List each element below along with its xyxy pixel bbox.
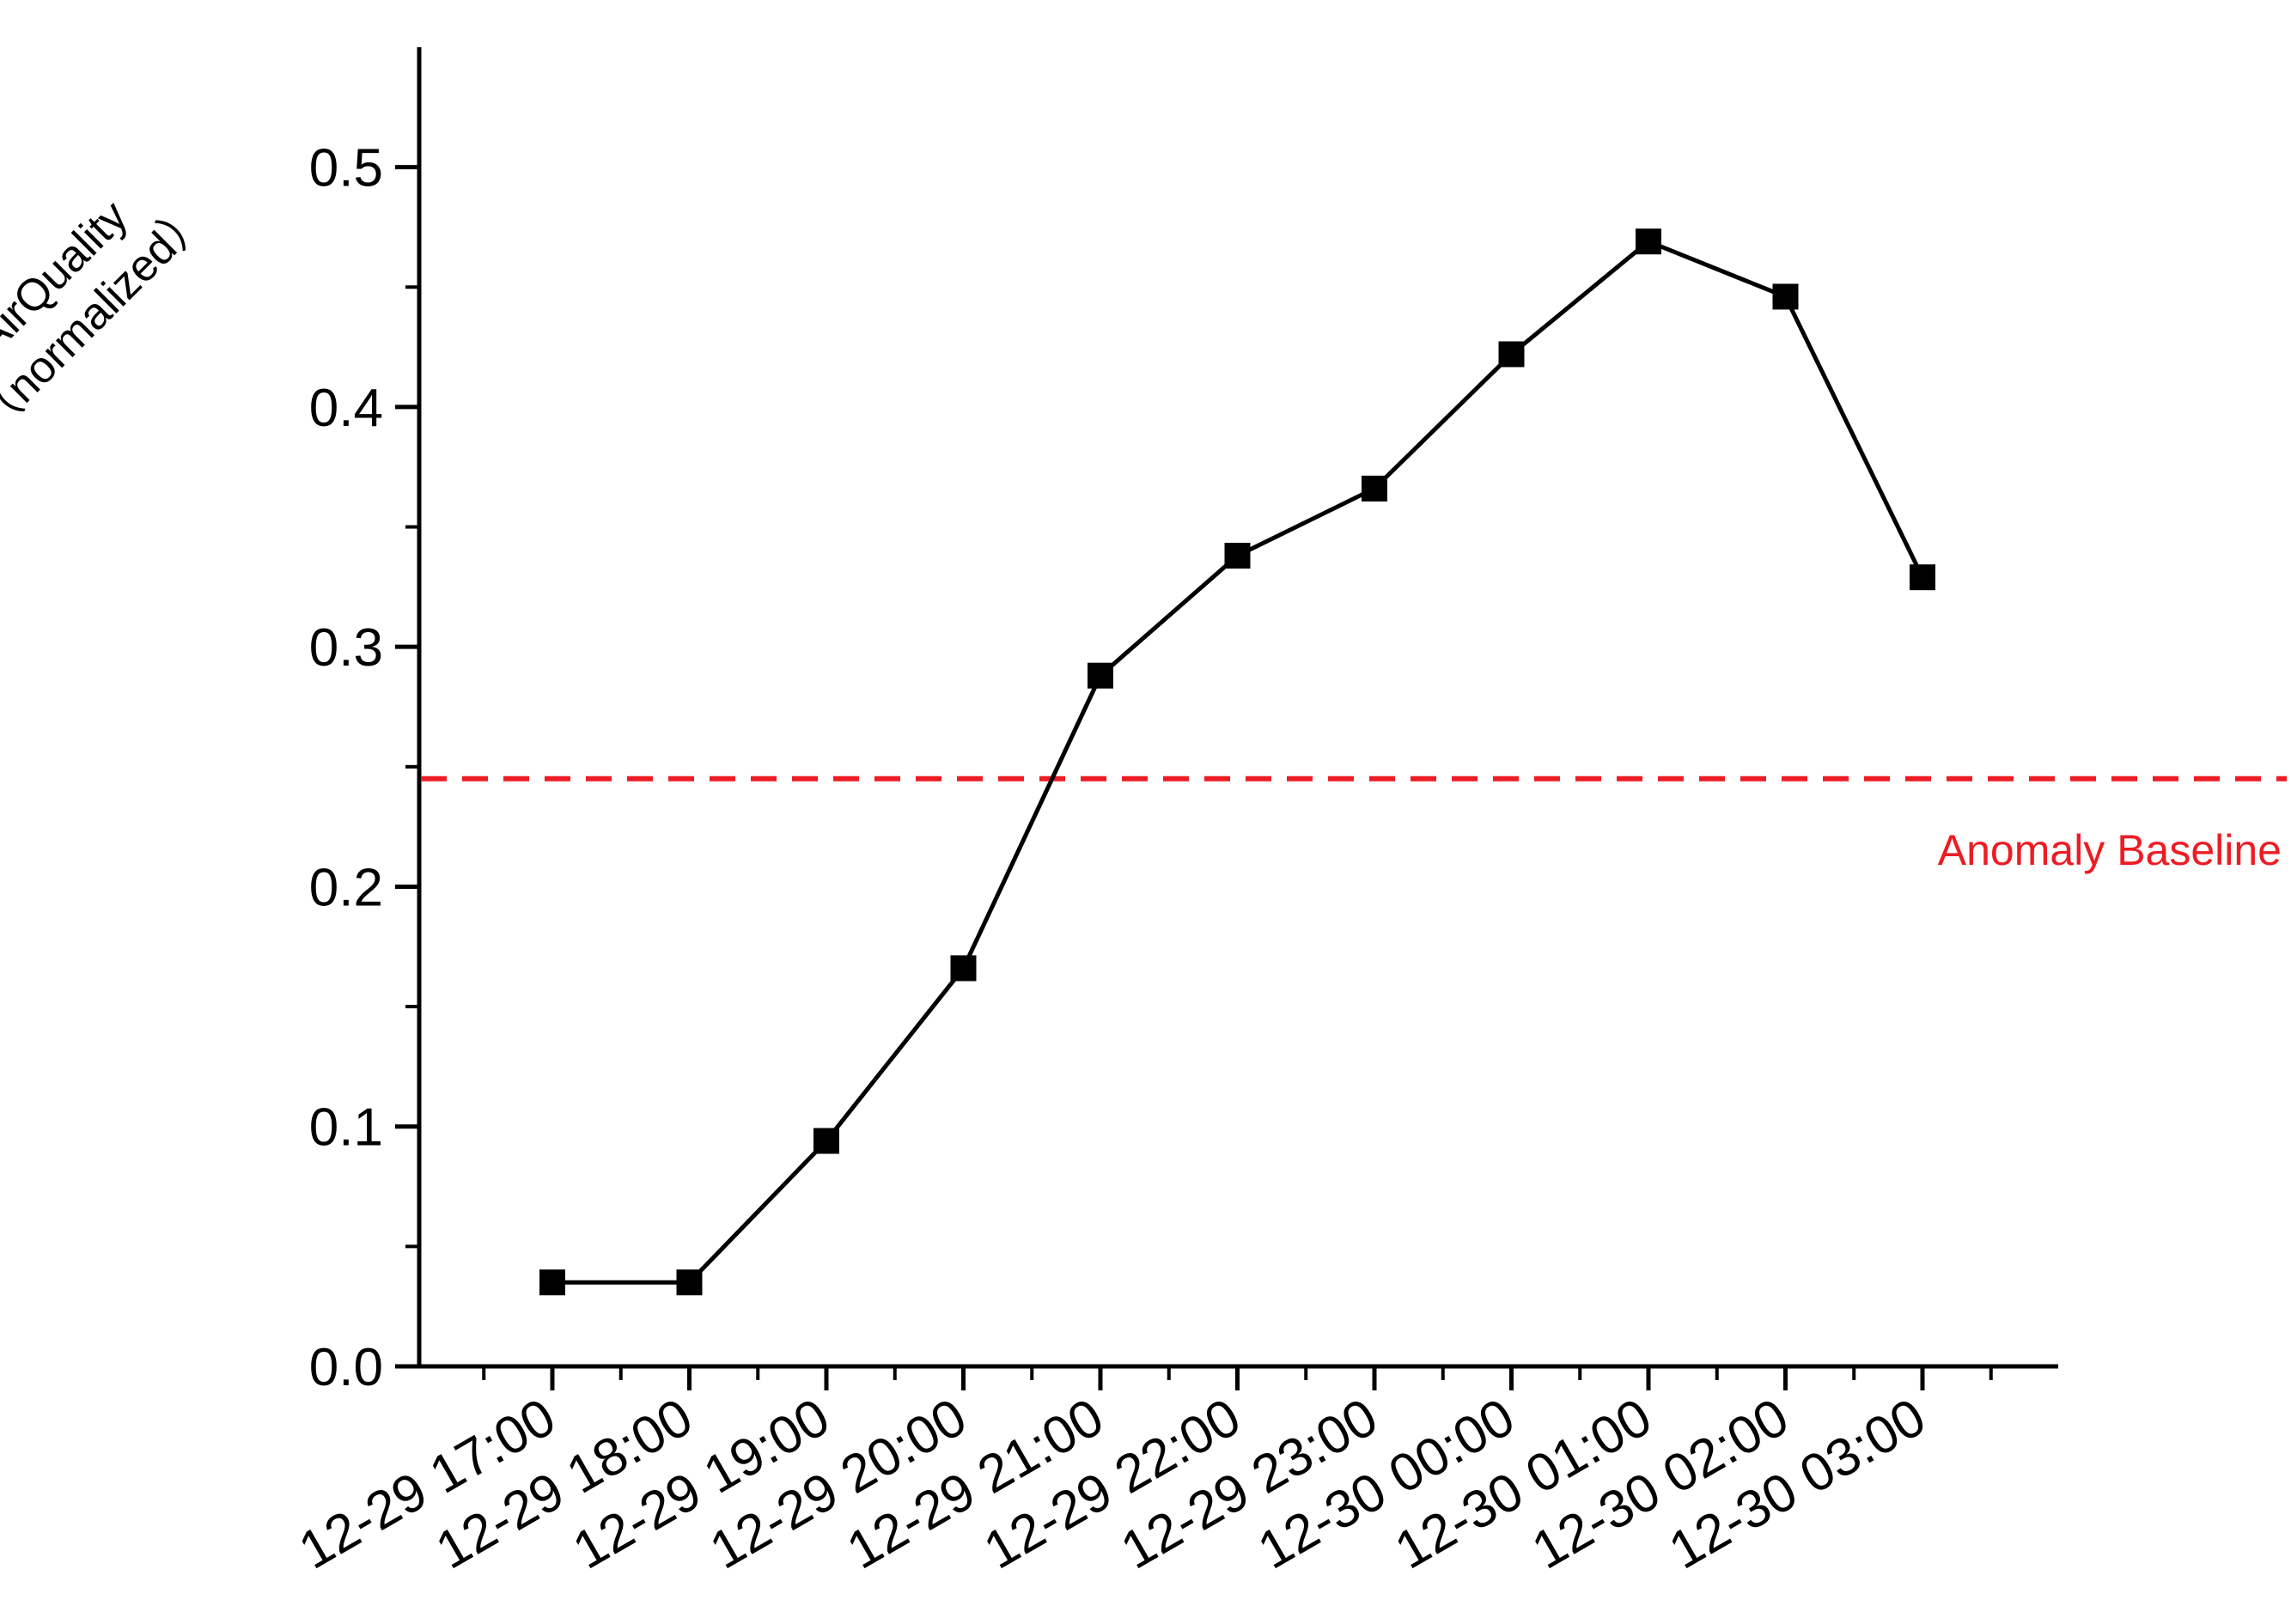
baseline-label: Anomaly Baseline — [1938, 826, 2282, 874]
data-point-marker — [1636, 228, 1661, 255]
anomaly-baseline: Anomaly Baseline — [421, 776, 2287, 874]
y-ticks — [395, 165, 419, 1369]
series-line — [552, 239, 1925, 1285]
y-tick-labels: 0.0 0.1 0.2 0.3 0.4 0.5 — [309, 139, 383, 1397]
y-axis-title: AirQuality （normalized） — [0, 191, 218, 443]
y-tick-label: 0.0 — [309, 1338, 383, 1397]
data-point-marker — [1088, 662, 1113, 689]
data-point-marker — [1498, 341, 1525, 368]
data-point-marker — [1772, 283, 1799, 310]
y-tick-label: 0.5 — [309, 139, 383, 198]
y-tick-label: 0.2 — [309, 858, 383, 917]
series — [539, 228, 1935, 1296]
data-point-marker — [1910, 564, 1935, 591]
data-point-marker — [813, 1128, 839, 1154]
data-point-marker — [950, 955, 977, 982]
y-tick-label: 0.4 — [309, 379, 383, 438]
data-point-marker — [676, 1269, 703, 1296]
y-tick-label: 0.3 — [309, 618, 383, 678]
x-ticks — [482, 1366, 1993, 1390]
axes — [417, 47, 2058, 1369]
y-tick-label: 0.1 — [309, 1098, 383, 1158]
data-point-marker — [539, 1269, 565, 1296]
data-point-marker — [1362, 475, 1387, 502]
data-point-marker — [1224, 543, 1251, 569]
